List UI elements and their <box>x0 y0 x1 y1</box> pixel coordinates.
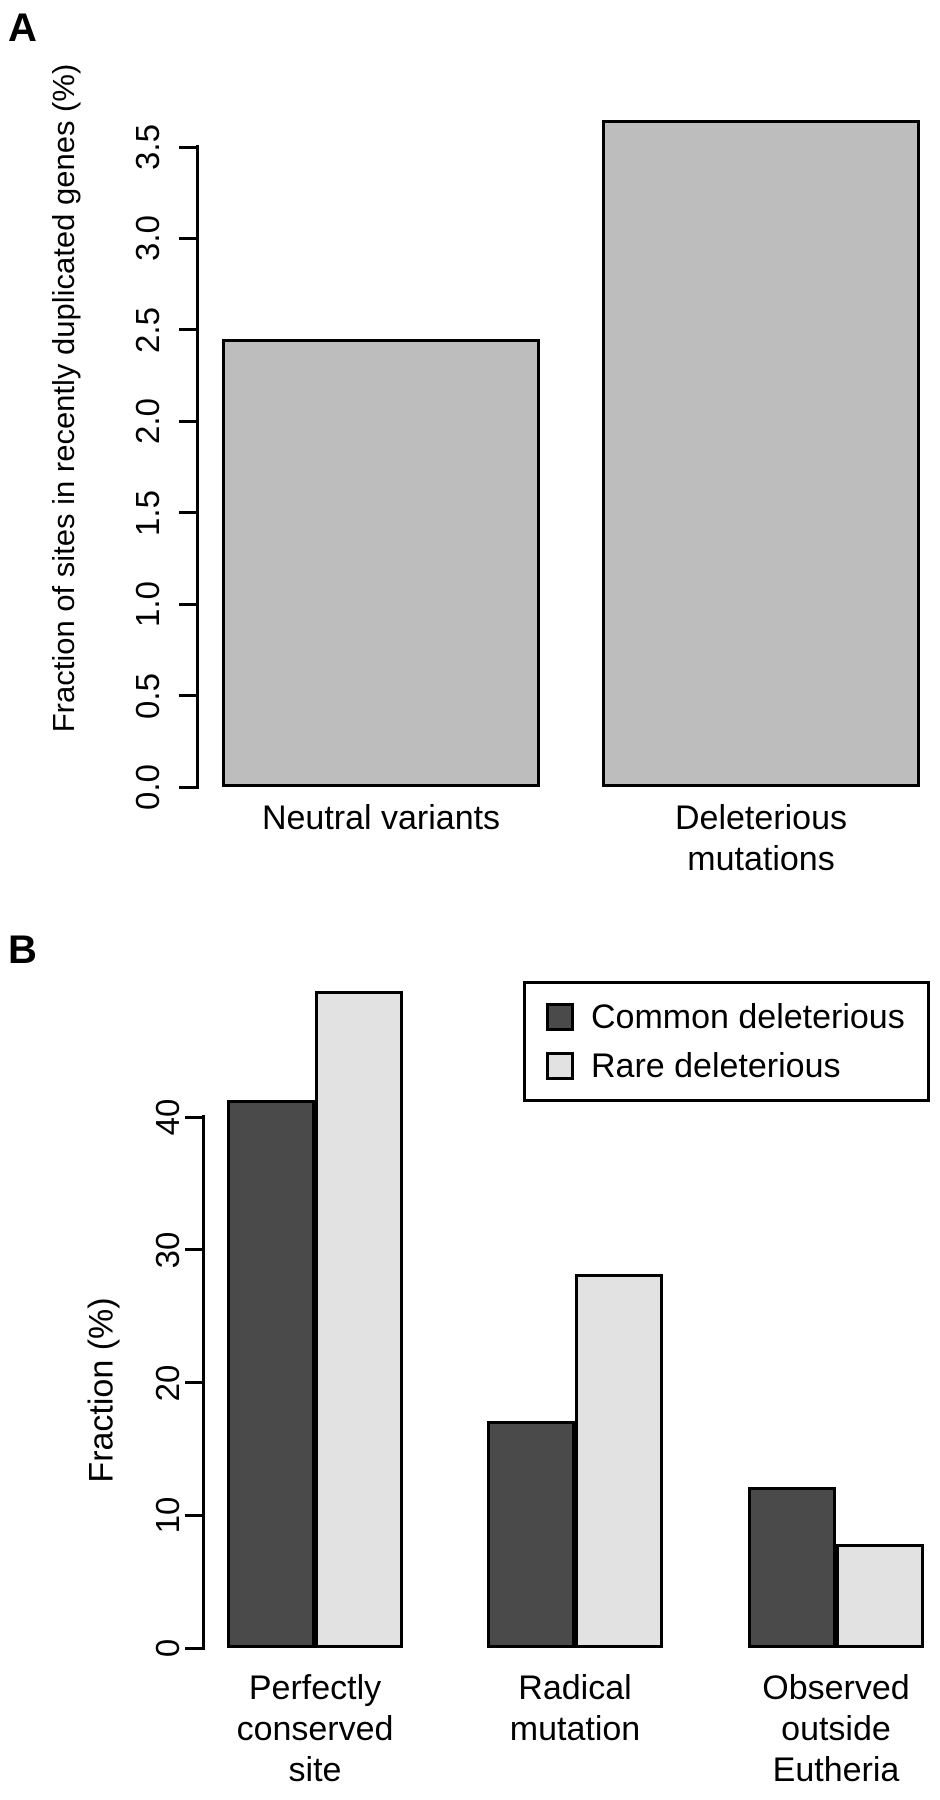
panel-a-bar-neutral-variants <box>222 339 540 787</box>
panel-a-y-tick <box>179 419 196 423</box>
panel-b-category-label-perfectly-conserved-site: Perfectly conserved site <box>236 1669 394 1789</box>
panel-b-y-tick-label: 40 <box>149 1098 186 1136</box>
legend-swatch-rare-deleterious <box>546 1052 574 1081</box>
panel-a-y-axis-line <box>196 145 199 789</box>
panel-b-y-tick-label: 20 <box>149 1364 186 1401</box>
panel-b-bar-rare-deleterious-radical-mutation <box>575 1273 663 1648</box>
panel-a-y-tick <box>179 785 196 789</box>
panel-a-bar-deleterious-mutations <box>602 119 920 787</box>
panel-b-y-tick-label: 0 <box>149 1638 186 1658</box>
panel-a-category-label-deleterious-mutations: Deleterious mutations <box>675 799 847 878</box>
panel-a-y-tick-label: 2.0 <box>129 398 166 445</box>
panel-a-y-axis-title: Fraction of sites in recently duplicated… <box>46 63 81 733</box>
panel-b-y-tick <box>185 1646 202 1650</box>
panel-b-bar-rare-deleterious-perfectly-conserved-site <box>315 990 403 1648</box>
panel-b-y-tick-label: 30 <box>149 1231 186 1269</box>
panel-b-y-tick <box>185 1513 202 1517</box>
panel-a-y-tick-label: 0.0 <box>129 764 166 810</box>
panel-a-y-tick <box>179 328 196 332</box>
panel-a-category-label-neutral-variants: Neutral variants <box>261 799 501 837</box>
legend-swatch-common-deleterious <box>546 1002 574 1031</box>
legend-item-rare-deleterious: Rare deleterious <box>546 1049 927 1083</box>
panel-a-y-tick-label: 1.0 <box>129 581 166 628</box>
panel-a-y-tick-label: 3.5 <box>129 124 166 170</box>
panel-b-y-axis-line <box>202 1115 205 1650</box>
panel-b-y-tick-label: 10 <box>149 1496 186 1534</box>
legend-item-common-deleterious: Common deleterious <box>546 1000 927 1034</box>
legend-label-rare-deleterious: Rare deleterious <box>591 1047 841 1086</box>
panel-b-bar-common-deleterious-radical-mutation <box>487 1420 575 1648</box>
panel-b-category-label-radical-mutation: Radical mutation <box>509 1669 641 1748</box>
panel-b-y-tick <box>185 1381 202 1384</box>
panel-b-y-tick <box>185 1248 202 1252</box>
panel-a-y-tick <box>179 694 196 698</box>
panel-b-category-label-observed-outside-eutheria: Observed outside Eutheria <box>762 1669 910 1789</box>
panel-a-y-tick-label: 3.0 <box>129 215 166 262</box>
panel-a-y-tick-label: 1.5 <box>129 489 166 536</box>
panel-a-y-tick <box>179 145 196 149</box>
panel-a-y-tick <box>179 511 196 515</box>
panel-a-y-tick <box>179 602 196 606</box>
panel-a-y-tick <box>179 236 196 240</box>
panel-b-bar-common-deleterious-observed-outside-eutheria <box>748 1487 836 1648</box>
panel-b-y-axis-title: Fraction (%) <box>82 1297 121 1483</box>
panel-b-y-tick <box>185 1115 202 1119</box>
legend: Common deleterious Rare deleterious <box>523 981 930 1102</box>
panel-a-y-tick-label: 2.5 <box>129 306 166 353</box>
panel-a-label: A <box>8 6 37 50</box>
legend-label-common-deleterious: Common deleterious <box>591 997 905 1036</box>
panel-b-label: B <box>8 928 37 972</box>
panel-b-bar-common-deleterious-perfectly-conserved-site <box>227 1099 315 1648</box>
panel-b-bar-rare-deleterious-observed-outside-eutheria <box>836 1544 924 1648</box>
panel-a-y-tick-label: 0.5 <box>129 672 166 719</box>
